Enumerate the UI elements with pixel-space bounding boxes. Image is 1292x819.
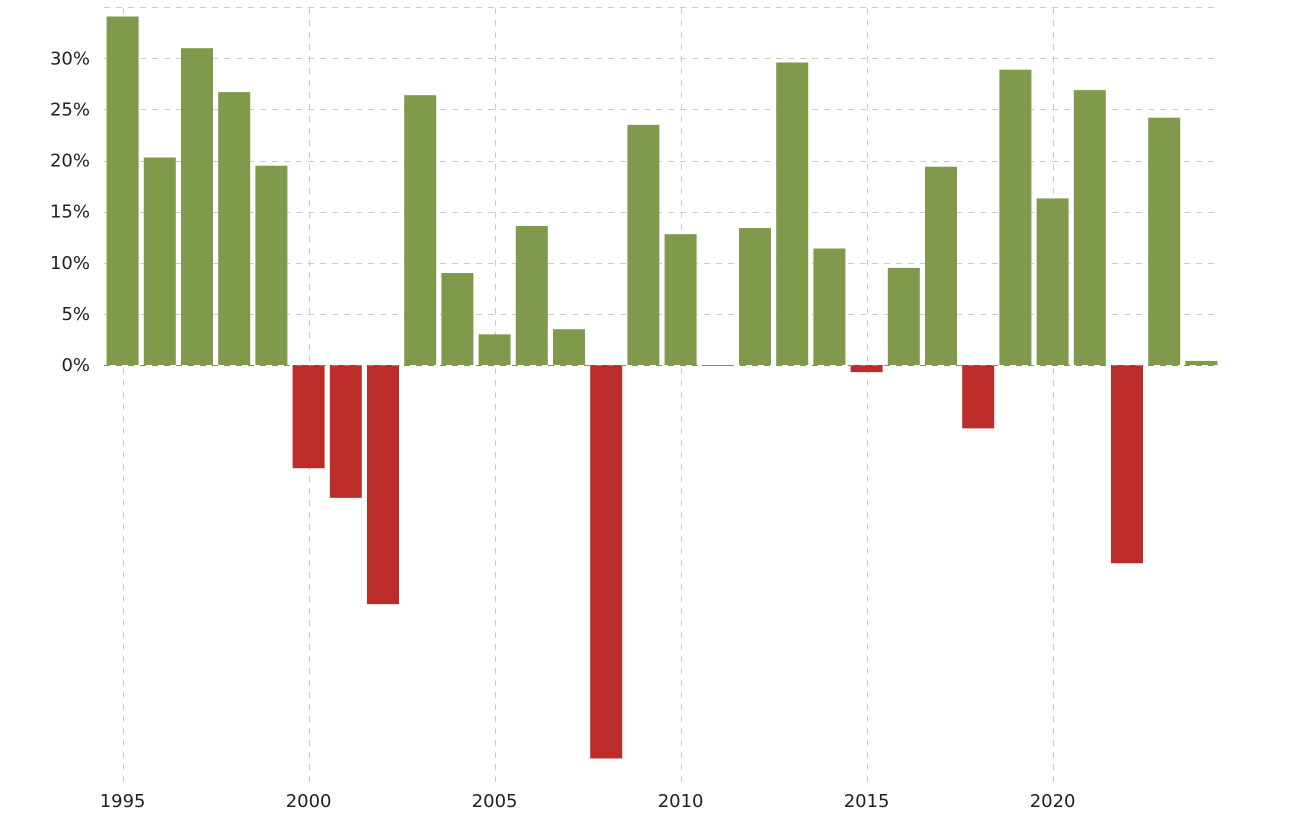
bar-2003 [404,95,437,365]
bar-2001 [329,365,362,498]
x-tick-label: 2010 [658,791,704,812]
bar-1995 [106,16,139,365]
bar-2005 [478,334,511,365]
grid-layer [104,7,1220,782]
bar-2022 [1111,365,1143,564]
bar-2024 [1185,360,1218,365]
y-axis-tick-labels: 0% 5% 10% 15% 20% 25% 30% [50,48,90,376]
y-tick-label: 0% [61,355,90,376]
bars-layer [106,16,1218,759]
y-tick-label: 5% [61,304,90,325]
bar-2008 [590,365,623,759]
y-tick-label: 25% [50,100,90,121]
bar-2007 [553,329,585,365]
y-tick-label: 15% [50,202,90,223]
bar-2021 [1073,90,1106,365]
bar-2010 [664,234,697,365]
bar-2020 [1036,198,1069,365]
bar-2016 [887,267,920,365]
bar-1999 [255,165,288,365]
bar-2019 [999,69,1032,365]
y-tick-label: 30% [50,48,90,69]
x-axis-tick-labels: 1995 2000 2005 2010 2015 2020 [100,791,1076,812]
bar-1996 [143,157,176,365]
bar-2018 [962,365,995,429]
x-tick-label: 2015 [844,791,890,812]
bar-2006 [515,226,548,365]
bar-2012 [739,228,771,365]
bar-2000 [292,365,325,469]
bar-2015 [850,365,883,373]
bar-2002 [367,365,399,605]
bar-1997 [181,48,213,366]
bar-2017 [925,166,957,365]
bar-2009 [627,124,660,365]
bar-2013 [776,62,809,366]
bar-2014 [813,248,846,365]
bar-1998 [218,92,251,365]
x-tick-label: 2020 [1030,791,1076,812]
bar-2004 [441,273,474,365]
y-tick-label: 10% [50,253,90,274]
x-tick-label: 2000 [286,791,332,812]
x-tick-label: 1995 [100,791,146,812]
y-tick-label: 20% [50,151,90,172]
x-tick-label: 2005 [472,791,518,812]
bar-2023 [1148,117,1181,366]
